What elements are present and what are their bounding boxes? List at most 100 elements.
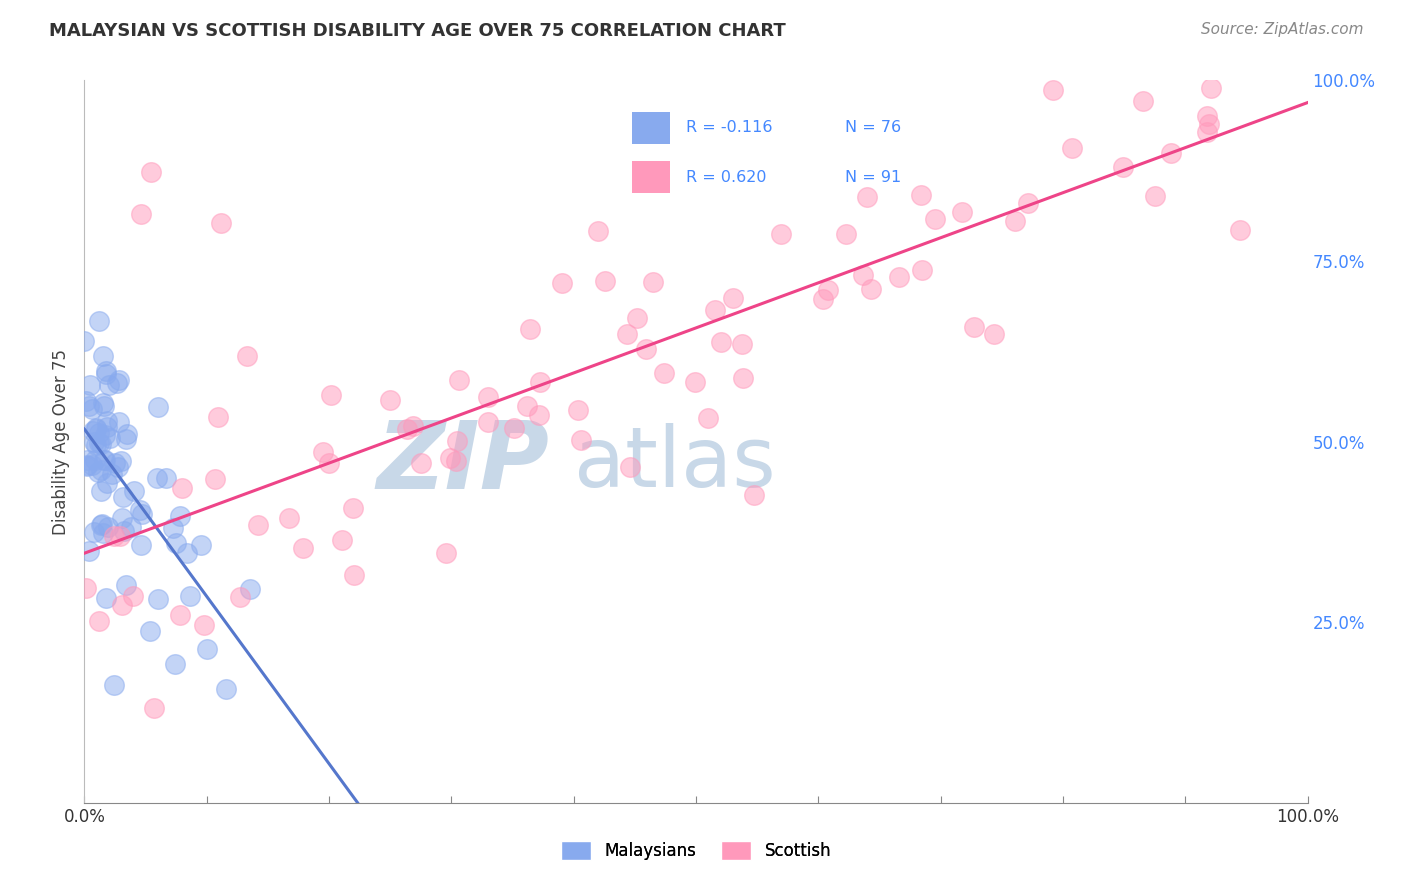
Point <box>96 476 118 491</box>
Point <box>105 376 128 391</box>
Point <box>90 518 112 533</box>
Point <box>170 481 193 495</box>
Point <box>447 373 470 387</box>
Point <box>96 415 118 429</box>
Point <box>312 445 335 459</box>
Point <box>439 450 461 465</box>
Point <box>75 581 97 595</box>
Point <box>983 326 1005 341</box>
Point <box>742 488 765 502</box>
Point <box>87 436 110 450</box>
Point <box>209 216 232 230</box>
Point <box>97 520 120 534</box>
Point <box>111 598 134 612</box>
Point <box>83 435 105 450</box>
Point <box>239 582 262 596</box>
Point <box>477 390 499 404</box>
Point <box>835 227 858 241</box>
Point <box>204 472 226 486</box>
Point <box>111 511 134 525</box>
Point <box>1160 145 1182 160</box>
Text: MALAYSIAN VS SCOTTISH DISABILITY AGE OVER 75 CORRELATION CHART: MALAYSIAN VS SCOTTISH DISABILITY AGE OVE… <box>49 22 786 40</box>
Point <box>104 456 127 470</box>
Point <box>131 206 153 220</box>
Point <box>93 453 115 467</box>
Point <box>292 541 315 556</box>
Point <box>110 454 132 468</box>
Point <box>704 302 727 317</box>
Point <box>94 453 117 467</box>
Point <box>342 500 364 515</box>
Point <box>79 378 101 392</box>
Point <box>551 277 574 291</box>
Point <box>90 436 112 450</box>
Point <box>122 483 145 498</box>
Legend: Malaysians, Scottish: Malaysians, Scottish <box>554 834 838 867</box>
Point <box>93 428 115 442</box>
Point <box>516 399 538 413</box>
Point <box>169 608 191 623</box>
Point <box>121 589 143 603</box>
Point <box>1195 109 1218 123</box>
Point <box>77 543 100 558</box>
Point <box>101 467 124 481</box>
Point <box>731 370 754 384</box>
Point <box>652 366 675 380</box>
Point <box>103 529 125 543</box>
Point <box>343 567 366 582</box>
Point <box>129 538 152 552</box>
Point <box>1132 94 1154 108</box>
Point <box>1265 59 1288 73</box>
Point <box>378 393 401 408</box>
Point <box>76 459 98 474</box>
Point <box>527 408 550 422</box>
Point <box>446 434 468 449</box>
Point <box>396 422 419 436</box>
Point <box>91 396 114 410</box>
Point <box>87 426 110 441</box>
Y-axis label: Disability Age Over 75: Disability Age Over 75 <box>52 349 70 534</box>
Point <box>319 388 342 402</box>
Point <box>169 509 191 524</box>
Point <box>1081 59 1104 73</box>
Point <box>120 520 142 534</box>
Point <box>643 275 665 289</box>
Point <box>94 364 117 378</box>
Point <box>114 433 136 447</box>
Point <box>911 262 934 277</box>
Point <box>139 164 162 178</box>
Point <box>142 700 165 714</box>
Point <box>207 410 229 425</box>
Point <box>567 402 589 417</box>
Point <box>229 590 252 604</box>
Point <box>529 375 551 389</box>
Point <box>91 349 114 363</box>
Point <box>90 463 112 477</box>
Point <box>619 460 641 475</box>
Point <box>626 310 648 325</box>
Point <box>162 521 184 535</box>
Point <box>155 471 177 485</box>
Point <box>411 456 433 470</box>
Point <box>83 453 105 467</box>
Point <box>586 224 609 238</box>
Point <box>82 424 104 438</box>
Point <box>817 283 839 297</box>
Point <box>87 465 110 479</box>
Point <box>146 471 169 485</box>
Point <box>76 458 98 473</box>
Point <box>195 642 218 657</box>
Point <box>910 187 932 202</box>
Point <box>477 415 499 429</box>
Point <box>97 377 120 392</box>
Point <box>131 508 153 522</box>
Point <box>114 578 136 592</box>
Point <box>96 591 118 605</box>
Point <box>77 399 100 413</box>
Point <box>235 349 257 363</box>
Point <box>1144 189 1167 203</box>
Point <box>163 657 186 671</box>
Point <box>84 421 107 435</box>
Point <box>215 682 238 697</box>
Point <box>91 516 114 531</box>
